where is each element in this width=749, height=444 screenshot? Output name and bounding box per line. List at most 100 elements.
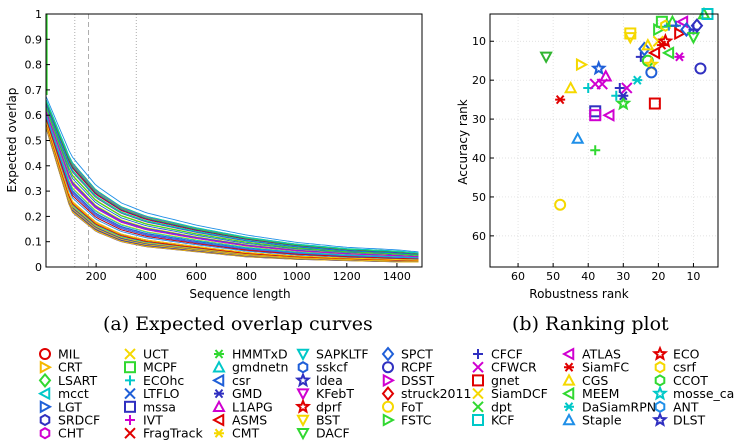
legend-item: ECO: [651, 345, 700, 362]
legend-item: MIL: [39, 347, 79, 362]
rk-x-tick-label: 50: [546, 270, 560, 283]
rk-point: [621, 82, 633, 94]
legend-item: CMT: [214, 426, 260, 441]
rk-axes-box: [489, 13, 719, 268]
eo-y-tick-label: 0.2: [25, 210, 43, 223]
legend-item: CGS: [562, 373, 608, 388]
eo-curve: [45, 118, 419, 260]
legend-item: FragTrack: [124, 426, 203, 441]
legend-label: MEEM: [582, 386, 619, 401]
expected-overlap-chart: 200 400 600 800 1000 1200 1400 0 0.1 0.2 0.3 0.4 0.5…: [5, 6, 719, 301]
legend-item: ASMS: [211, 413, 267, 428]
legend-marker: [382, 361, 394, 374]
eo-y-tick-label: 0.5: [25, 135, 43, 148]
rk-point: [614, 82, 625, 93]
expected-overlap-plot-area: 200 400 600 800 1000 1200 1400 0 0.1 0.2 0.3 0.4 0.5…: [25, 8, 423, 283]
rk-point: [694, 62, 707, 75]
legend-label: DaSiamRPN: [582, 399, 656, 414]
rk-point: [589, 109, 602, 122]
legend-marker: [124, 400, 136, 413]
eo-curve: [45, 122, 419, 261]
legend-marker: [296, 414, 310, 428]
legend-marker: [212, 399, 226, 413]
legend-marker: [214, 388, 224, 399]
legend-label: ASMS: [232, 413, 267, 428]
legend-label: ECO: [673, 347, 700, 362]
legend-item: FSTC: [382, 413, 432, 428]
legend-label: SPCT: [401, 347, 433, 362]
legend-item: SiamFC: [564, 360, 629, 375]
legend-label: SRDCF: [58, 413, 100, 428]
eo-curve: [45, 125, 419, 262]
legend-item: BST: [296, 413, 340, 428]
legend-item: MEEM: [561, 386, 619, 401]
legend-marker: [651, 345, 669, 361]
legend-label: struck2011: [401, 386, 471, 401]
legend-marker: [211, 373, 225, 388]
legend-marker: [125, 375, 135, 386]
legend-marker: [561, 386, 575, 401]
rk-point: [657, 32, 674, 49]
rk-y-tick-label: 20: [472, 74, 486, 87]
legend-marker: [39, 400, 53, 414]
legend-item: HMMTxD: [214, 347, 288, 362]
eo-curve: [45, 105, 419, 256]
eo-x-tick-label: 1200: [333, 270, 361, 283]
legend-item: KFebT: [296, 386, 354, 401]
legend-marker: [651, 411, 669, 427]
legend-label: MIL: [58, 347, 79, 362]
legend-marker: [124, 361, 136, 374]
legend-label: DLST: [673, 413, 706, 428]
eo-curve: [45, 108, 419, 257]
rk-x-tick-label: 30: [616, 270, 630, 283]
legend-item: SiamDCF: [472, 386, 548, 401]
legend-label: KCF: [491, 413, 514, 428]
rk-x-tick-label: 40: [581, 270, 595, 283]
legend-label: CCOT: [673, 373, 708, 388]
legend-item: DACF: [296, 426, 350, 441]
legend-marker: [564, 362, 574, 372]
legend-marker: [39, 360, 53, 374]
legend-marker: [212, 360, 226, 373]
legend-item: UCT: [124, 347, 169, 362]
legend-label: SAPKLTF: [316, 347, 369, 362]
rk-point: [615, 95, 632, 111]
eo-curve: [45, 107, 419, 256]
eo-curve: [45, 112, 419, 258]
eo-ylabel: Expected overlap: [5, 88, 19, 193]
legend-item: CHT: [39, 426, 84, 441]
eo-x-tick-label: 200: [86, 270, 107, 283]
eo-y-tick-label: 0.9: [25, 33, 43, 46]
legend-item: MCPF: [124, 360, 177, 375]
rk-point: [675, 15, 689, 29]
eo-curve: [45, 125, 419, 262]
legend-label: gmdnetn: [232, 360, 288, 375]
legend-marker: [39, 413, 51, 427]
eo-y-tick-label: 0.8: [25, 59, 43, 72]
legend-item: csrf: [654, 360, 697, 375]
legend-label: CRT: [58, 360, 83, 375]
rk-y-tick-label: 50: [472, 191, 486, 204]
eo-x-tick-label: 1000: [283, 270, 311, 283]
rk-point: [632, 75, 643, 85]
legend-label: SiamDCF: [491, 386, 548, 401]
legend-label: MCPF: [143, 360, 177, 375]
legend-item: IVT: [125, 413, 163, 428]
legend-item: SRDCF: [39, 413, 100, 428]
legend-label: DACF: [316, 426, 350, 441]
legend-marker: [294, 371, 312, 388]
legend-label: CMT: [232, 426, 260, 441]
rk-point: [590, 59, 607, 76]
legend-label: DSST: [401, 373, 434, 388]
rk-point: [647, 46, 661, 60]
legend-item: DaSiamRPN: [564, 399, 656, 414]
legend-item: GMD: [214, 386, 262, 401]
legend-item: ATLAS: [561, 347, 621, 362]
legend-item: mssa: [124, 399, 176, 414]
legend-marker: [651, 385, 669, 401]
rk-x-tick-label: 10: [686, 270, 700, 283]
legend-label: CFWCR: [491, 360, 537, 375]
legend-marker: [562, 373, 576, 386]
legend-item: dprf: [294, 398, 342, 414]
legend-label: LTFLO: [143, 386, 180, 401]
